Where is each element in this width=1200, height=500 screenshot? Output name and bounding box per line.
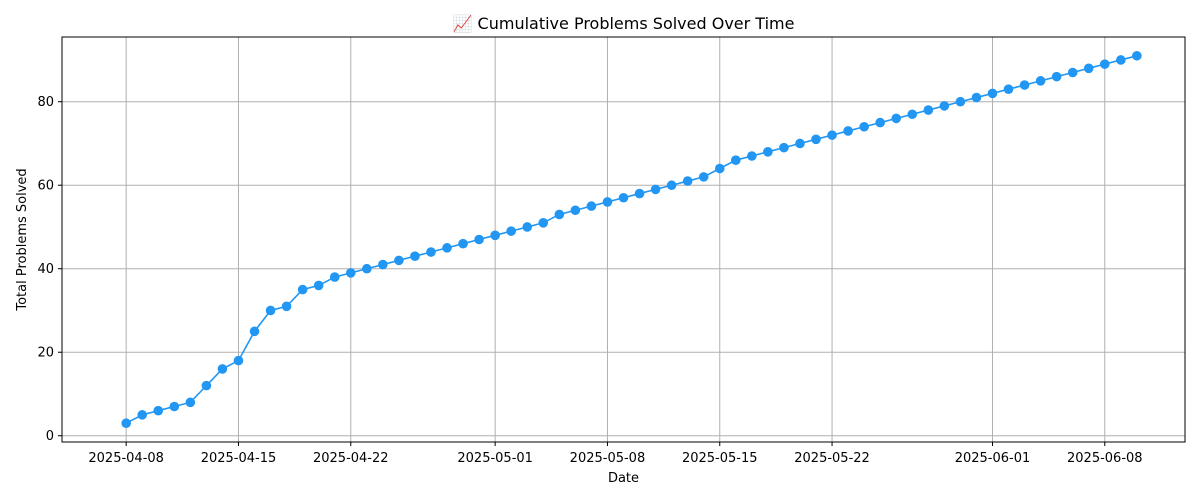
y-tick-label: 20 <box>37 346 54 361</box>
x-axis-label: Date <box>608 471 639 486</box>
data-point <box>297 284 308 295</box>
data-point <box>618 192 629 203</box>
data-point <box>795 138 805 149</box>
x-tick-label: 2025-06-01 <box>955 451 1031 466</box>
data-point <box>185 397 196 408</box>
data-point <box>971 92 982 103</box>
data-point <box>538 217 549 228</box>
data-point <box>554 209 565 220</box>
data-point <box>1003 84 1014 94</box>
axis-ticks: 2025-04-08 2025-04-15 2025-04-22 2025-05-01… <box>37 95 1142 466</box>
data-point <box>747 151 757 161</box>
data-point <box>1083 63 1094 74</box>
data-point <box>570 205 581 216</box>
data-point <box>779 142 789 153</box>
y-axis-label: Total Problems Solved <box>15 168 30 311</box>
data-point <box>233 355 244 366</box>
data-point <box>426 247 436 257</box>
y-tick-label: 0 <box>46 429 54 444</box>
x-tick-label: 2025-05-15 <box>682 451 758 466</box>
data-point <box>506 226 516 236</box>
data-point <box>329 272 340 282</box>
data-point <box>811 134 821 145</box>
data-point <box>1051 71 1062 82</box>
data-point <box>602 197 613 207</box>
chart-title: 📈 Cumulative Problems Solved Over Time <box>453 14 795 33</box>
data-point <box>891 113 902 124</box>
data-point <box>666 180 677 191</box>
data-point <box>410 251 420 262</box>
data-point <box>394 255 404 266</box>
x-tick-label: 2025-06-08 <box>1067 451 1143 466</box>
data-point <box>586 201 597 211</box>
data-point <box>378 259 388 270</box>
data-point <box>875 117 885 128</box>
data-point <box>201 380 212 391</box>
x-tick-label: 2025-05-01 <box>457 451 533 466</box>
data-point <box>1099 59 1110 69</box>
grid-lines <box>62 37 1185 442</box>
data-point <box>153 405 164 416</box>
data-point <box>650 184 661 195</box>
data-point <box>923 105 934 115</box>
data-point <box>698 172 709 182</box>
series-line <box>125 55 1138 424</box>
x-tick-label: 2025-04-15 <box>201 451 277 466</box>
data-point <box>955 96 966 107</box>
data-point <box>634 188 645 199</box>
data-point <box>522 222 533 232</box>
data-point <box>1067 67 1078 78</box>
data-point <box>281 301 292 312</box>
y-tick-label: 60 <box>37 179 54 194</box>
data-point <box>458 238 468 249</box>
data-point <box>1132 50 1142 61</box>
series-line-group <box>121 50 1142 429</box>
data-point <box>169 401 180 412</box>
data-point <box>987 88 998 99</box>
x-tick-label: 2025-05-22 <box>794 451 870 466</box>
data-point <box>939 101 950 111</box>
x-tick-label: 2025-04-22 <box>313 451 389 466</box>
plot-area-frame <box>61 36 1186 443</box>
data-point <box>345 268 356 278</box>
data-point <box>843 126 853 136</box>
data-point <box>137 410 148 420</box>
data-point <box>1019 80 1030 90</box>
data-point <box>714 163 725 174</box>
data-point <box>763 147 773 157</box>
data-point <box>490 230 500 241</box>
y-tick-label: 40 <box>37 262 54 277</box>
data-point <box>265 305 276 316</box>
y-tick-label: 80 <box>37 95 54 110</box>
data-point <box>217 364 228 374</box>
data-point <box>249 326 260 337</box>
data-point <box>859 121 869 132</box>
data-point <box>827 130 837 140</box>
data-point <box>474 234 484 245</box>
data-point <box>1116 55 1126 65</box>
data-point <box>1035 76 1046 86</box>
data-point <box>121 418 131 429</box>
data-point <box>313 280 324 291</box>
data-point <box>907 109 918 120</box>
data-point <box>442 243 452 253</box>
data-point <box>731 155 741 165</box>
data-point <box>362 263 372 274</box>
data-point <box>682 176 693 186</box>
x-tick-label: 2025-05-08 <box>570 451 646 466</box>
x-tick-label: 2025-04-08 <box>88 451 164 466</box>
